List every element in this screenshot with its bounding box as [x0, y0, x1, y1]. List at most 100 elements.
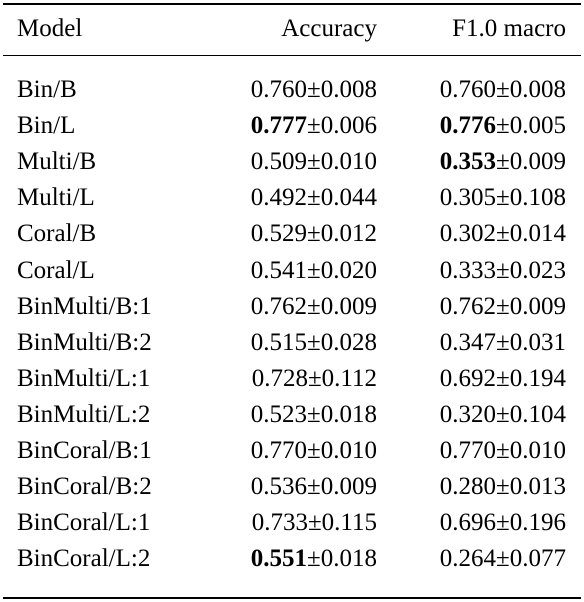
f1-macro-cell: 0.280±0.013 — [389, 469, 581, 505]
plus-minus-sign: ± — [496, 473, 510, 501]
header-model: Model — [17, 15, 83, 42]
model-name-cell: Coral/B — [17, 220, 97, 248]
plus-minus-sign: ± — [307, 509, 322, 537]
plus-minus-sign: ± — [496, 292, 510, 320]
f1-macro-value: 0.264 — [439, 545, 497, 573]
model-name-cell: Multi/L — [17, 184, 95, 212]
table-row: BinCoral/B:1 0.770±0.010 0.770±0.010 — [3, 433, 581, 469]
plus-minus-sign: ± — [307, 220, 321, 248]
accuracy-value: 0.541 — [250, 256, 308, 284]
plus-minus-sign: ± — [496, 76, 510, 104]
table-row: BinMulti/L:1 0.728±0.112 0.692±0.194 — [3, 361, 581, 397]
plus-minus-sign: ± — [496, 436, 510, 464]
plus-minus-sign: ± — [307, 112, 321, 140]
accuracy-error: 0.008 — [320, 76, 377, 104]
f1-macro-error: 0.008 — [509, 76, 566, 104]
accuracy-value: 0.760 — [250, 76, 308, 104]
plus-minus-sign: ± — [496, 256, 510, 284]
plus-minus-sign: ± — [307, 184, 321, 212]
accuracy-cell: 0.728±0.112 — [205, 361, 389, 397]
accuracy-value: 0.492 — [250, 184, 308, 212]
model-name-cell: BinCoral/B:1 — [17, 436, 152, 464]
f1-macro-value: 0.353 — [439, 148, 497, 176]
bottom-rule — [3, 597, 581, 599]
plus-minus-sign: ± — [307, 328, 321, 356]
accuracy-value: 0.515 — [250, 328, 308, 356]
plus-minus-sign: ± — [496, 184, 510, 212]
f1-macro-error: 0.077 — [509, 545, 566, 573]
model-name-cell: BinMulti/L:1 — [17, 364, 151, 392]
f1-macro-value: 0.762 — [439, 292, 497, 320]
f1-macro-value: 0.760 — [439, 76, 497, 104]
accuracy-error: 0.018 — [320, 545, 377, 573]
accuracy-cell: 0.509±0.010 — [205, 144, 389, 180]
plus-minus-sign: ± — [307, 436, 321, 464]
accuracy-error: 0.115 — [321, 509, 377, 537]
table-row: Multi/B 0.509±0.010 0.353±0.009 — [3, 144, 581, 180]
f1-macro-error: 0.009 — [509, 292, 566, 320]
accuracy-cell: 0.551±0.018 — [205, 541, 389, 577]
accuracy-error: 0.044 — [320, 184, 377, 212]
f1-macro-cell: 0.776±0.005 — [389, 108, 581, 144]
accuracy-cell: 0.529±0.012 — [205, 216, 389, 252]
model-name-cell: BinMulti/L:2 — [17, 400, 151, 428]
table-row: Bin/B 0.760±0.008 0.760±0.008 — [3, 58, 581, 108]
plus-minus-sign: ± — [307, 364, 322, 392]
f1-macro-cell: 0.353±0.009 — [389, 144, 581, 180]
table-row: BinMulti/L:2 0.523±0.018 0.320±0.104 — [3, 397, 581, 433]
accuracy-value: 0.551 — [250, 545, 308, 573]
accuracy-cell: 0.523±0.018 — [205, 397, 389, 433]
model-name-cell: BinCoral/B:2 — [17, 473, 152, 501]
f1-macro-error: 0.196 — [509, 509, 566, 537]
f1-macro-error: 0.010 — [509, 436, 566, 464]
f1-macro-value: 0.347 — [439, 328, 497, 356]
f1-macro-value: 0.770 — [439, 436, 497, 464]
f1-macro-cell: 0.333±0.023 — [389, 252, 581, 288]
f1-macro-cell: 0.770±0.010 — [389, 433, 581, 469]
plus-minus-sign: ± — [307, 400, 321, 428]
plus-minus-sign: ± — [496, 148, 510, 176]
plus-minus-sign: ± — [496, 545, 510, 573]
f1-macro-cell: 0.264±0.077 — [389, 541, 581, 577]
f1-macro-error: 0.005 — [509, 112, 566, 140]
accuracy-value: 0.777 — [250, 112, 308, 140]
f1-macro-cell: 0.696±0.196 — [389, 505, 581, 541]
table-header: Model Accuracy F1.0 macro — [3, 0, 581, 58]
f1-macro-error: 0.194 — [509, 364, 566, 392]
accuracy-value: 0.728 — [251, 364, 308, 392]
accuracy-value: 0.770 — [250, 436, 308, 464]
header-f1-macro: F1.0 macro — [452, 15, 566, 42]
table-row: BinCoral/L:2 0.551±0.018 0.264±0.077 — [3, 541, 581, 577]
table-row: Coral/L 0.541±0.020 0.333±0.023 — [3, 252, 581, 288]
accuracy-value: 0.529 — [250, 220, 308, 248]
plus-minus-sign: ± — [496, 220, 510, 248]
accuracy-value: 0.536 — [250, 473, 308, 501]
f1-macro-error: 0.014 — [509, 220, 566, 248]
header-rule — [3, 55, 581, 56]
header-row: Model Accuracy F1.0 macro — [3, 0, 581, 58]
f1-macro-cell: 0.305±0.108 — [389, 180, 581, 216]
plus-minus-sign: ± — [307, 545, 321, 573]
accuracy-value: 0.509 — [250, 148, 308, 176]
header-accuracy: Accuracy — [281, 15, 377, 42]
accuracy-cell: 0.770±0.010 — [205, 433, 389, 469]
accuracy-error: 0.112 — [321, 364, 377, 392]
f1-macro-error: 0.104 — [509, 400, 566, 428]
f1-macro-value: 0.776 — [439, 112, 497, 140]
f1-macro-cell: 0.760±0.008 — [389, 58, 581, 108]
f1-macro-error: 0.031 — [509, 328, 566, 356]
accuracy-error: 0.012 — [320, 220, 377, 248]
accuracy-cell: 0.760±0.008 — [205, 58, 389, 108]
f1-macro-value: 0.696 — [439, 509, 497, 537]
accuracy-error: 0.006 — [320, 112, 377, 140]
model-name-cell: Multi/B — [17, 148, 97, 176]
table-row: Bin/L 0.777±0.006 0.776±0.005 — [3, 108, 581, 144]
f1-macro-error: 0.009 — [509, 148, 566, 176]
plus-minus-sign: ± — [496, 112, 510, 140]
model-name-cell: BinCoral/L:2 — [17, 545, 151, 573]
model-name-cell: BinCoral/L:1 — [17, 509, 151, 537]
table-row: BinCoral/B:2 0.536±0.009 0.280±0.013 — [3, 469, 581, 505]
plus-minus-sign: ± — [307, 76, 321, 104]
model-name-cell: Bin/L — [17, 112, 76, 140]
